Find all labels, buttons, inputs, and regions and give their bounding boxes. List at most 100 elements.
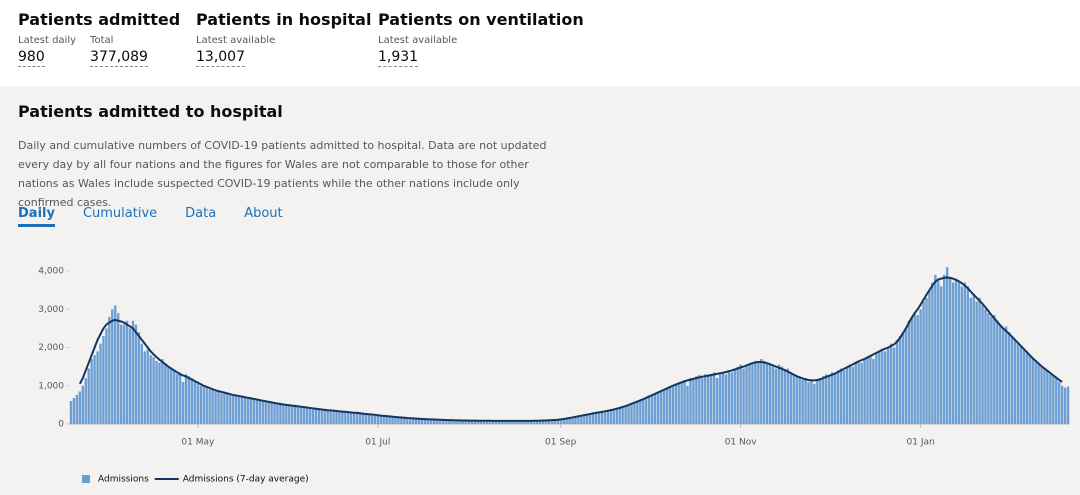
bar (825, 374, 828, 424)
bar (937, 278, 940, 424)
bar (698, 375, 701, 424)
bar (1013, 339, 1017, 424)
bar (143, 351, 146, 424)
bar (361, 413, 365, 424)
bar (161, 358, 164, 424)
bar (459, 420, 462, 424)
tab[interactable]: About (244, 206, 283, 221)
bar (603, 411, 607, 424)
bar (736, 366, 739, 424)
bar (512, 420, 515, 424)
bar (170, 368, 173, 424)
stat-value[interactable]: 13,007 (196, 49, 245, 67)
bar (934, 274, 937, 424)
stat-value[interactable]: 377,089 (90, 49, 148, 67)
bar (659, 390, 663, 424)
bar (656, 391, 660, 424)
bar (373, 414, 377, 424)
stat-value[interactable]: 980 (18, 49, 45, 67)
bar (400, 417, 403, 424)
bar (999, 324, 1002, 424)
bar (527, 420, 530, 424)
bar (1022, 349, 1026, 424)
x-tick-label: 01 Nov (725, 438, 758, 448)
bar (763, 360, 766, 424)
bar (500, 420, 503, 424)
bar (423, 419, 427, 424)
bar (851, 366, 854, 424)
tab[interactable]: Data (185, 206, 217, 221)
bar (892, 347, 896, 424)
bar (878, 351, 881, 424)
bar (774, 368, 778, 424)
bar (409, 418, 412, 424)
bar (913, 313, 916, 424)
bar (379, 415, 382, 424)
bar (137, 332, 141, 424)
bar (87, 368, 90, 424)
bar (650, 394, 654, 424)
bar (987, 313, 990, 424)
bar (208, 389, 211, 424)
bar (181, 381, 185, 424)
bar (866, 357, 869, 424)
bar (264, 401, 267, 424)
bar (232, 395, 235, 424)
bar (117, 313, 120, 424)
bar (406, 417, 409, 424)
bar (842, 370, 846, 424)
bar (677, 382, 680, 424)
bar (771, 366, 775, 424)
bar (754, 360, 757, 424)
chart-card: Patients admitted to hospital Daily and … (0, 86, 1080, 495)
card-description: Daily and cumulative numbers of COVID-19… (18, 139, 547, 209)
bar (1040, 366, 1043, 424)
bar (839, 368, 843, 424)
bar (488, 420, 492, 424)
bar (945, 267, 949, 424)
bar (444, 419, 447, 424)
bar (689, 378, 692, 424)
bar (804, 378, 807, 424)
bar (332, 410, 335, 424)
bar (674, 383, 677, 424)
bar (167, 366, 170, 424)
x-tick-label: 01 May (181, 438, 215, 448)
bar (541, 420, 545, 424)
bar (155, 360, 158, 424)
stat-value[interactable]: 1,931 (378, 49, 419, 67)
bar (730, 372, 733, 424)
bar (1004, 326, 1008, 424)
x-tick-label: 01 Jul (365, 438, 390, 448)
bar (830, 372, 834, 424)
bar (296, 406, 300, 424)
bar (532, 420, 536, 424)
bar (111, 309, 114, 424)
bar (966, 286, 969, 424)
bar (597, 412, 601, 424)
bar (881, 349, 884, 424)
tab[interactable]: Daily (18, 206, 55, 227)
bar (385, 416, 388, 424)
bar (653, 393, 657, 424)
bar (600, 411, 604, 424)
bar (456, 420, 459, 424)
y-tick-label: 3,000 (38, 305, 64, 315)
legend-label: Admissions (7-day average) (183, 475, 309, 485)
bar (1016, 343, 1020, 424)
bar (665, 388, 669, 424)
bar (1049, 374, 1052, 424)
bar (190, 378, 194, 424)
bar (214, 391, 217, 424)
bar (671, 385, 674, 424)
legend-label: Admissions (98, 475, 149, 485)
tab[interactable]: Cumulative (82, 206, 158, 221)
bar (889, 343, 893, 424)
bar (476, 420, 480, 424)
bar (462, 420, 465, 424)
bar (789, 372, 792, 424)
bar (235, 394, 238, 424)
stat-title: Patients on ventilation (378, 10, 584, 29)
bar (721, 372, 725, 424)
bar (760, 358, 763, 424)
